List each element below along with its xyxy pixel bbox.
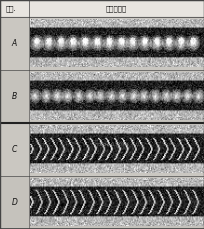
Text: mtoou.info: mtoou.info bbox=[95, 142, 129, 147]
Bar bbox=[0, 17, 204, 70]
Bar bbox=[0, 0, 204, 17]
Text: 编号.: 编号. bbox=[6, 5, 17, 12]
Text: B: B bbox=[12, 92, 17, 101]
Text: 焊缝表面图: 焊缝表面图 bbox=[106, 5, 127, 12]
Bar bbox=[0, 123, 204, 176]
Text: C: C bbox=[12, 145, 17, 154]
Text: A: A bbox=[12, 39, 17, 48]
Bar bbox=[0, 70, 204, 123]
Bar bbox=[0, 176, 204, 229]
Text: D: D bbox=[11, 198, 17, 207]
